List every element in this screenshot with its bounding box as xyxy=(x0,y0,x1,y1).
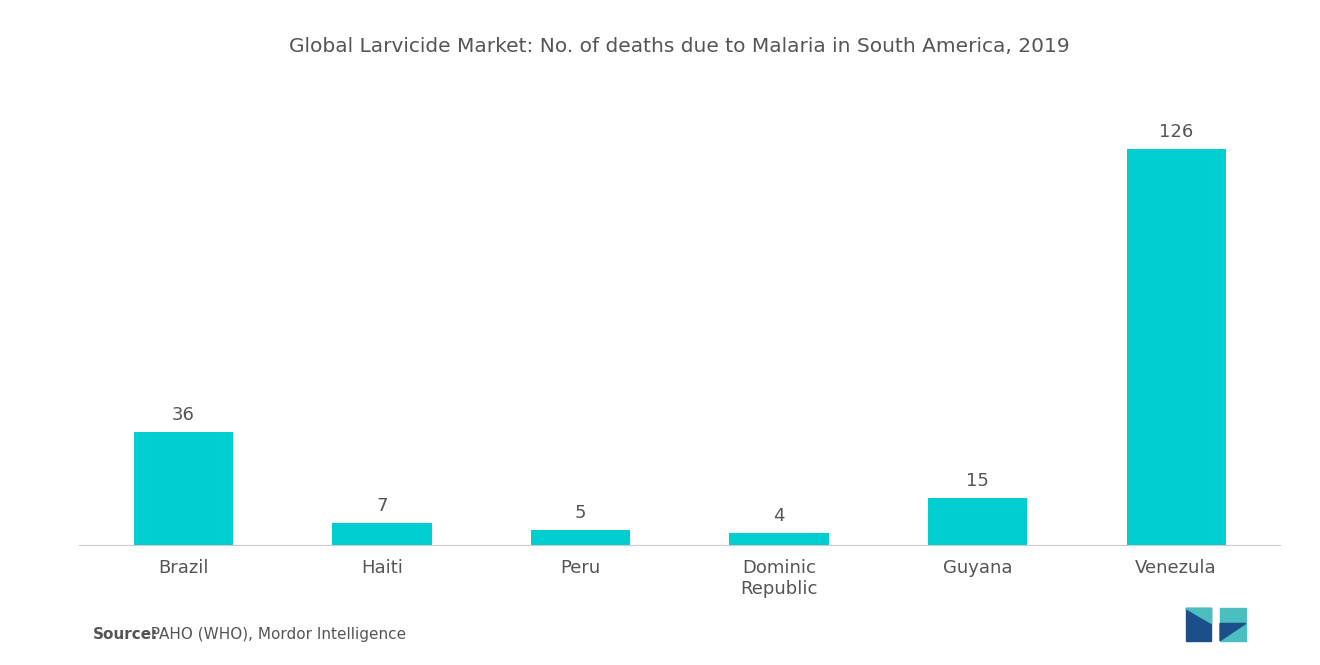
Bar xyxy=(730,533,829,545)
Bar xyxy=(133,432,234,545)
Text: Source:: Source: xyxy=(92,626,158,642)
Polygon shape xyxy=(1185,608,1212,641)
Text: 7: 7 xyxy=(376,497,388,515)
Text: 15: 15 xyxy=(966,472,989,490)
Polygon shape xyxy=(1220,624,1246,641)
Text: 36: 36 xyxy=(172,406,195,424)
Bar xyxy=(1126,149,1226,545)
Polygon shape xyxy=(1185,608,1212,624)
Polygon shape xyxy=(1220,608,1246,641)
Text: 126: 126 xyxy=(1159,123,1193,141)
Text: 4: 4 xyxy=(774,507,785,525)
Text: PAHO (WHO), Mordor Intelligence: PAHO (WHO), Mordor Intelligence xyxy=(141,626,407,642)
Bar xyxy=(928,498,1027,545)
Title: Global Larvicide Market: No. of deaths due to Malaria in South America, 2019: Global Larvicide Market: No. of deaths d… xyxy=(289,37,1071,56)
Bar xyxy=(531,529,630,545)
Text: 5: 5 xyxy=(574,503,586,522)
Bar xyxy=(333,523,432,545)
